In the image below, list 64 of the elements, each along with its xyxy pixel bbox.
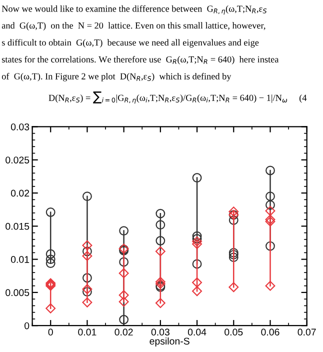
x-tick-label: 0.04	[188, 328, 206, 336]
point	[192, 239, 202, 250]
point	[82, 287, 92, 297]
point	[192, 236, 202, 246]
point	[119, 226, 129, 236]
point	[192, 234, 202, 244]
y-tick-label: 0	[24, 322, 30, 330]
text: Now we would like to examine the difference between G$_{R,η}$(ω,T;N$_{R}$,ε$_{S}$	[2, 5, 267, 15]
y-tick-label: 0.01	[10, 256, 30, 263]
text: D(N$_{R}$,ε$_{S}$) = ∑$_{i=0}$|G$_{R,η}$(ω$_{i}$,T;N$_{R}$,ε$_{S}$)/G$_{R}$(ω$_{i}$,T;N$_{R}$ = 640) − 1|/N$_{ω}$ (4	[48, 92, 307, 104]
point	[266, 200, 275, 210]
point	[119, 314, 129, 324]
text: and G(ω,T) on the N = 20 lattice. Even on this small lattice, however,	[2, 22, 266, 30]
point	[228, 252, 238, 262]
point	[265, 206, 276, 216]
point	[46, 254, 56, 264]
point	[82, 192, 92, 202]
point	[119, 257, 129, 267]
point	[155, 298, 166, 308]
point	[82, 297, 92, 308]
point	[266, 192, 275, 202]
point	[228, 282, 239, 292]
point	[228, 215, 238, 225]
point	[266, 166, 275, 176]
point	[265, 280, 276, 291]
point	[46, 208, 56, 217]
point	[82, 240, 92, 250]
point	[192, 286, 202, 296]
point	[192, 231, 202, 241]
point	[118, 296, 129, 307]
point	[82, 251, 92, 261]
point	[192, 278, 202, 288]
point	[228, 206, 239, 217]
point	[155, 246, 166, 256]
y-tick-label: 0.025	[6, 156, 30, 164]
text: s difficult to obtain G(ω,T) because we need all eigenvalues and eige	[2, 39, 259, 48]
x-tick-label: 0.02	[114, 328, 133, 336]
text: states for the correlations. We therefore use G$_{R}$(ω,T;N$_{R}$ = 640) here instea	[2, 56, 279, 64]
x-axis-title: epsilon-S	[150, 337, 190, 347]
point	[82, 284, 92, 294]
point	[192, 259, 202, 269]
y-tick-label: 0.02	[10, 190, 30, 197]
point	[266, 241, 275, 251]
point	[156, 220, 166, 230]
point	[118, 290, 129, 300]
point	[46, 303, 56, 314]
x-tick-label: 0.06	[261, 328, 280, 336]
point	[46, 249, 56, 259]
y-tick-label: 0.03	[10, 123, 30, 130]
point	[82, 246, 92, 256]
point	[156, 236, 166, 246]
x-tick-label: 0.01	[78, 328, 96, 336]
x-tick-label: 0.07	[298, 328, 316, 336]
x-tick-label: 0.05	[224, 328, 243, 336]
point	[156, 208, 166, 218]
point	[192, 173, 202, 182]
y-tick-label: 0.005	[6, 289, 30, 296]
x-tick-label: 0	[48, 328, 53, 336]
x-tick-label: 0.03	[151, 328, 170, 336]
point	[118, 268, 129, 278]
point	[82, 273, 92, 283]
y-tick-label: 0.015	[6, 222, 30, 230]
text: of G(ω,T). In Figure 2 we plot D(N$_{R}$,ε$_{S}$) which is defined by	[2, 72, 232, 82]
point	[46, 258, 56, 268]
